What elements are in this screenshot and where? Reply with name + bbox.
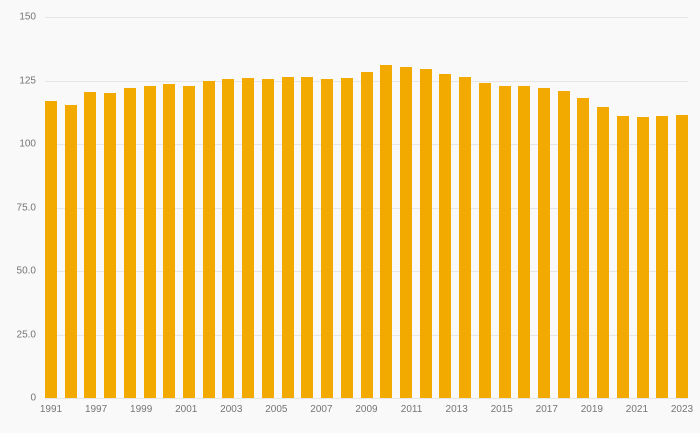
x-tick-label: 2001 [175, 404, 198, 415]
bar-1991[interactable] [45, 100, 57, 398]
bar-1996[interactable] [143, 85, 156, 398]
x-tick-label: 2011 [400, 404, 423, 415]
bar-1993[interactable] [84, 91, 97, 398]
bar-2011[interactable] [439, 74, 452, 398]
bar-2015[interactable] [518, 85, 531, 398]
x-tick-label: 2007 [310, 404, 333, 415]
bar-2022[interactable] [656, 116, 669, 398]
bar-2012[interactable] [459, 76, 472, 398]
y-axis-labels: 0 25.0 50.0 75.0 100 125 150 [0, 12, 40, 404]
x-tick-label: 2019 [580, 404, 603, 415]
x-tick-label: 2009 [355, 404, 378, 415]
plot-area [45, 17, 688, 399]
x-tick-label: 2013 [445, 404, 468, 415]
x-tick-label: 2021 [625, 404, 649, 415]
bar-1994[interactable] [104, 93, 117, 398]
bar-2013[interactable] [478, 83, 491, 398]
bar-1992[interactable] [64, 104, 77, 398]
bar-2001[interactable] [242, 77, 255, 398]
x-tick-label: 1991 [39, 404, 63, 415]
bar-2005[interactable] [321, 79, 334, 398]
x-tick-label: 2005 [265, 404, 288, 415]
bar-2000[interactable] [222, 79, 235, 398]
y-tick-label: 125 [19, 75, 36, 86]
gridline [45, 398, 688, 399]
y-tick-label: 50.0 [16, 265, 36, 277]
bar-2018[interactable] [577, 98, 590, 398]
bar-1997[interactable] [163, 84, 176, 398]
y-tick-label: 100 [19, 138, 36, 150]
x-tick-label: 1999 [130, 404, 153, 415]
bar-2006[interactable] [340, 77, 353, 398]
bar-2002[interactable] [261, 79, 274, 398]
y-tick-label: 0 [30, 392, 36, 404]
bar-2014[interactable] [498, 85, 511, 398]
x-axis-labels: 1991 1997 1999 2001 2003 2005 2007 2009 2011 2013… [40, 404, 693, 420]
gridline [45, 17, 688, 18]
bar-series [45, 17, 688, 398]
bar-2021[interactable] [636, 117, 649, 398]
x-tick-label: 2003 [220, 404, 243, 415]
bar-2017[interactable] [557, 90, 570, 398]
bar-2009[interactable] [399, 66, 412, 398]
bar-1998[interactable] [183, 85, 196, 398]
x-tick-label: 2017 [535, 404, 558, 415]
bar-2020[interactable] [616, 116, 629, 398]
bar-2003[interactable] [281, 76, 294, 398]
x-tick-label: 2015 [490, 404, 513, 415]
bar-2007[interactable] [360, 71, 373, 398]
x-tick-label: 1997 [84, 404, 108, 415]
bar-2004[interactable] [301, 76, 314, 398]
y-tick-label: 150 [19, 11, 36, 23]
bar-2019[interactable] [597, 107, 610, 398]
bar-2010[interactable] [419, 69, 432, 398]
y-tick-label: 25.0 [16, 329, 36, 340]
bar-2023[interactable] [676, 114, 688, 398]
y-tick-label: 75.0 [16, 202, 36, 213]
bar-1995[interactable] [123, 88, 136, 398]
bar-2008[interactable] [380, 65, 393, 398]
bar-2016[interactable] [537, 88, 550, 398]
x-tick-label: 2023 [670, 404, 694, 415]
bar-1999[interactable] [202, 80, 215, 398]
